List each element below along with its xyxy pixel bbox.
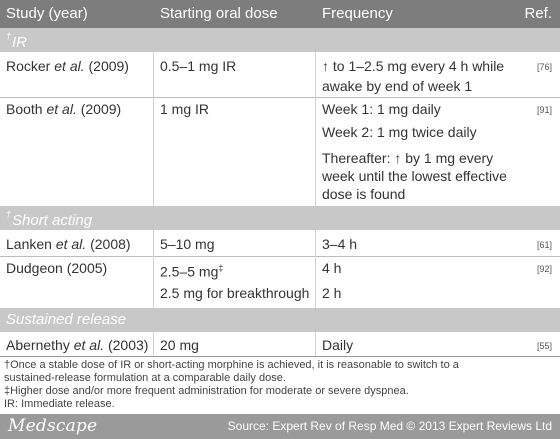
abernethy-etal: et al. [73, 337, 105, 353]
lanken-dose: 5–10 mg [160, 236, 215, 252]
rocker-freq-line1: ↑ to 1–2.5 mg every 4 h while [322, 58, 505, 74]
dudgeon-dose1-mark: ‡ [218, 263, 224, 273]
source-credit: Source: Expert Rev of Resp Med © 2013 Ex… [227, 419, 552, 433]
section-short-mark: † [6, 209, 12, 219]
column-divider [315, 230, 316, 308]
lanken-ref: [61] [536, 240, 552, 250]
abernethy-dose: 20 mg [160, 337, 199, 353]
header-ref: Ref. [524, 5, 552, 22]
dudgeon-ref: [92] [536, 264, 552, 274]
section-ir-mark: † [6, 31, 12, 41]
lanken-study: Lanken et al. (2008) [6, 234, 131, 254]
dudgeon-freq1: 4 h [322, 260, 342, 276]
abernethy-study: Abernethy et al. (2003) [6, 335, 148, 355]
lanken-year: (2008) [90, 236, 131, 252]
booth-freq-week1: Week 1: 1 mg daily [322, 101, 441, 117]
lanken-freq: 3–4 h [322, 236, 358, 252]
rocker-freq-line2: awake by end of week 1 [322, 78, 473, 94]
lanken-etal: et al. [55, 236, 87, 252]
footnote-dagger-line2: sustained-release formulation at a compa… [4, 372, 286, 384]
rocker-ref: [76] [536, 62, 552, 72]
booth-freq-thereafter1: Thereafter: ↑ by 1 mg every [322, 150, 494, 166]
booth-author: Booth [6, 101, 43, 117]
section-short-acting: Short acting † [0, 206, 560, 230]
rocker-author: Rocker [6, 58, 51, 74]
footnote-double-dagger: ‡Higher dose and/or more frequent admini… [4, 385, 409, 397]
abernethy-year: (2003) [107, 337, 149, 353]
rocker-year: (2009) [88, 58, 129, 74]
table-header: Study (year) Starting oral dose Frequenc… [0, 0, 560, 28]
booth-study: Booth et al. (2009) [6, 99, 121, 119]
booth-etal: et al. [46, 101, 77, 117]
section-ir-label: IR [12, 34, 27, 51]
rocker-etal: et al. [54, 58, 85, 74]
medscape-logo[interactable]: Medscape [8, 416, 98, 436]
footer-bar: Medscape Source: Expert Rev of Resp Med … [0, 414, 560, 439]
abernethy-ref: [55] [536, 341, 552, 351]
row-divider [0, 256, 560, 257]
row-divider [0, 97, 560, 98]
booth-dose: 1 mg IR [160, 101, 210, 117]
dudgeon-dose1-value: 2.5–5 mg [160, 263, 219, 280]
header-dose: Starting oral dose [160, 5, 278, 22]
column-divider [153, 230, 154, 308]
rocker-dose: 0.5–1 mg IR [160, 58, 237, 74]
column-divider [315, 332, 316, 356]
column-divider [153, 332, 154, 356]
section-short-label: Short acting [12, 212, 93, 229]
booth-freq-thereafter2: week until the lowest effective [322, 168, 507, 184]
dudgeon-study: Dudgeon (2005) [6, 260, 108, 276]
section-ir: IR † [0, 28, 560, 52]
column-divider [315, 52, 316, 206]
booth-freq-week2: Week 2: 1 mg twice daily [322, 124, 477, 140]
booth-freq-thereafter3: dose is found [322, 186, 406, 202]
dudgeon-freq2: 2 h [322, 285, 342, 301]
rocker-study: Rocker et al. (2009) [6, 56, 129, 76]
column-divider [153, 52, 154, 206]
dudgeon-dose1: 2.5–5 mg‡ [160, 258, 223, 282]
table-bottom-rule [0, 356, 560, 357]
abernethy-author: Abernethy [6, 337, 70, 353]
section-sustained-label: Sustained release [6, 311, 127, 328]
abernethy-freq: Daily [322, 337, 354, 353]
section-sustained-release: Sustained release [0, 308, 560, 332]
header-frequency: Frequency [322, 5, 393, 22]
lanken-author: Lanken [6, 236, 52, 252]
dudgeon-dose2: 2.5 mg for breakthrough [160, 285, 310, 301]
booth-year: (2009) [80, 101, 122, 117]
header-study: Study (year) [6, 5, 88, 22]
booth-ref: [91] [536, 105, 552, 115]
footnote-dagger-line1: †Once a stable dose of IR or short-actin… [4, 359, 459, 371]
footnote-ir: IR: Immediate release. [4, 398, 115, 410]
